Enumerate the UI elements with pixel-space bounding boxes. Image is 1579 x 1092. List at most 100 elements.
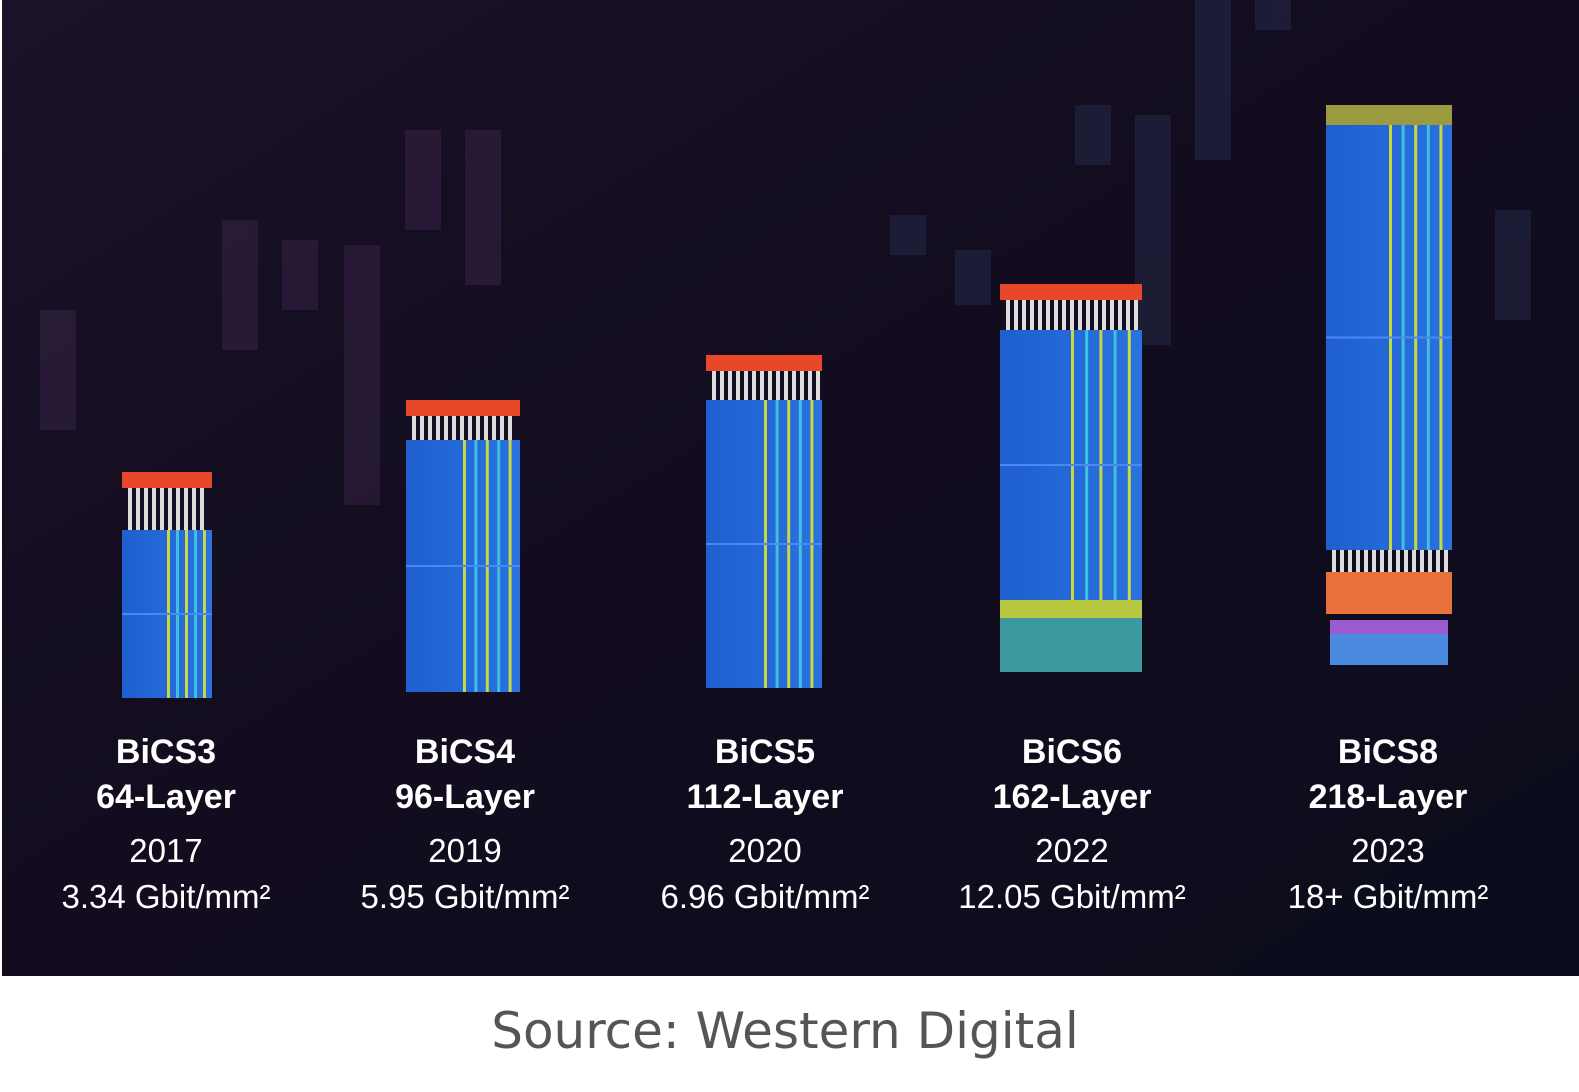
pillar — [460, 414, 464, 440]
layer-count: 218-Layer — [1309, 778, 1468, 816]
pillar — [1340, 550, 1344, 572]
pillar — [1094, 298, 1098, 330]
pillar — [1428, 550, 1432, 572]
pillar — [452, 414, 456, 440]
layer-count: 64-Layer — [96, 778, 236, 816]
pillar — [160, 486, 164, 530]
pillar — [1030, 298, 1034, 330]
pillar — [752, 369, 756, 400]
pillar — [1110, 298, 1114, 330]
pillar — [428, 414, 432, 440]
cap — [706, 355, 822, 371]
source: Source: Western Digital — [491, 1002, 1079, 1060]
pillar — [1062, 298, 1066, 330]
year: 2020 — [728, 832, 801, 869]
pillar — [1006, 298, 1010, 330]
pillar — [776, 369, 780, 400]
pillar — [444, 414, 448, 440]
labels: BiCS3 64-Layer 2017 3.34 Gbit/mm² BiCS4 96-La… — [61, 733, 1488, 915]
generation-name: BiCS3 — [116, 733, 216, 771]
pillar — [808, 369, 812, 400]
pillar — [1046, 298, 1050, 330]
year: 2017 — [129, 832, 202, 869]
cap — [406, 400, 520, 416]
pillar — [1102, 298, 1106, 330]
cap — [1326, 105, 1452, 127]
pillar — [1332, 550, 1336, 572]
pillar — [192, 486, 196, 530]
pillar — [1014, 298, 1018, 330]
year: 2019 — [428, 832, 501, 869]
pillar — [712, 369, 716, 400]
pillar — [1404, 550, 1408, 572]
pillar — [816, 369, 820, 400]
pillar — [1372, 550, 1376, 572]
stack — [406, 400, 520, 692]
stack — [706, 355, 822, 688]
pillar — [168, 486, 172, 530]
pillar — [184, 486, 188, 530]
logic-top — [1000, 600, 1142, 618]
pillar — [152, 486, 156, 530]
pillar — [1118, 298, 1122, 330]
pillar — [436, 414, 440, 440]
pillar — [144, 486, 148, 530]
generation-name: BiCS5 — [715, 733, 815, 771]
pillar — [1078, 298, 1082, 330]
pillar — [784, 369, 788, 400]
pillar — [1364, 550, 1368, 572]
density: 5.95 Gbit/mm² — [360, 878, 569, 915]
pillar — [1444, 550, 1448, 572]
layer-count: 162-Layer — [993, 778, 1152, 816]
pillar — [484, 414, 488, 440]
stack — [1000, 284, 1142, 672]
pillar — [508, 414, 512, 440]
cap — [1000, 284, 1142, 300]
pillar — [1436, 550, 1440, 572]
stacks — [122, 105, 1452, 698]
pillar — [760, 369, 764, 400]
pillar — [800, 369, 804, 400]
pillar — [792, 369, 796, 400]
pillar — [736, 369, 740, 400]
generation-name: BiCS4 — [415, 733, 515, 771]
pillar — [768, 369, 772, 400]
generation-name: BiCS6 — [1022, 733, 1122, 771]
logic-top — [1330, 620, 1448, 634]
pillar — [176, 486, 180, 530]
bond — [1326, 572, 1452, 614]
pillar — [468, 414, 472, 440]
pillar — [1070, 298, 1074, 330]
pillar — [420, 414, 424, 440]
footer — [0, 976, 1579, 1092]
pillar — [1086, 298, 1090, 330]
stack — [122, 472, 212, 698]
pillar — [1054, 298, 1058, 330]
year: 2023 — [1351, 832, 1424, 869]
pillar — [476, 414, 480, 440]
pillar — [1396, 550, 1400, 572]
pillar — [1134, 298, 1138, 330]
year: 2022 — [1035, 832, 1108, 869]
density: 6.96 Gbit/mm² — [660, 878, 869, 915]
layer-count: 112-Layer — [687, 778, 844, 816]
pillar — [1126, 298, 1130, 330]
cap — [122, 472, 212, 488]
density: 3.34 Gbit/mm² — [61, 878, 270, 915]
pillar — [1380, 550, 1384, 572]
pillar — [136, 486, 140, 530]
pillar — [1348, 550, 1352, 572]
layer-count: 96-Layer — [395, 778, 535, 816]
pillar — [200, 486, 204, 530]
pillar — [1388, 550, 1392, 572]
density: 12.05 Gbit/mm² — [958, 878, 1185, 915]
pillar — [728, 369, 732, 400]
pillar — [744, 369, 748, 400]
generation-name: BiCS8 — [1338, 733, 1438, 771]
pillar — [412, 414, 416, 440]
pillar — [500, 414, 504, 440]
pillar — [720, 369, 724, 400]
pillar — [1356, 550, 1360, 572]
pillar — [1412, 550, 1416, 572]
